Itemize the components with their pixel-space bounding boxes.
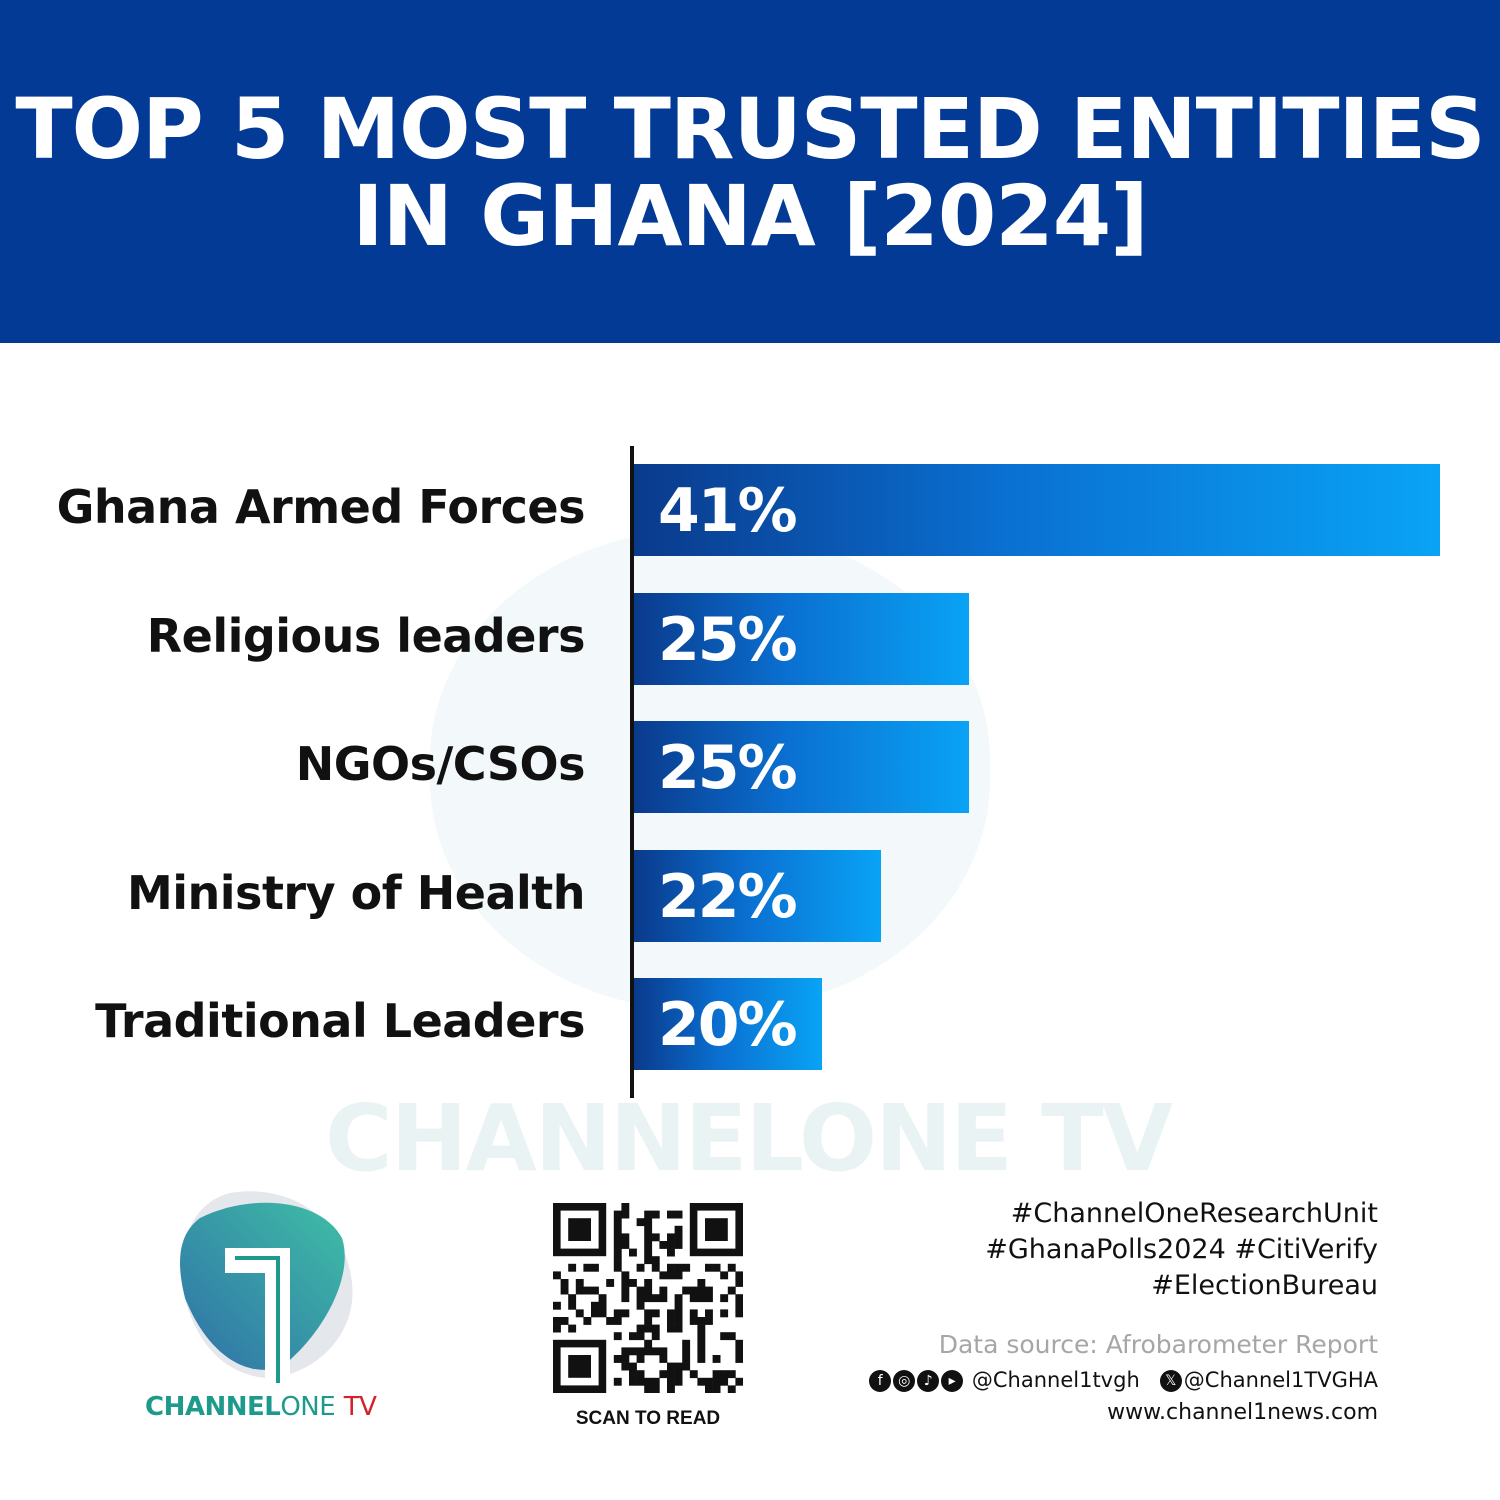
handle-2[interactable]: @Channel1TVGHA	[1183, 1368, 1378, 1392]
social-row: f ◎ ♪ ▸ @Channel1tvgh 𝕏 @Channel1TVGHA	[869, 1368, 1378, 1392]
qr-code[interactable]	[553, 1203, 743, 1393]
x-icon[interactable]: 𝕏	[1159, 1370, 1182, 1392]
bar: 20%	[634, 978, 823, 1070]
logo-channel: CHANNEL	[145, 1392, 281, 1422]
data-label: 25%	[658, 733, 798, 803]
hashtag-line-1: #ChannelOneResearchUnit	[1010, 1198, 1378, 1229]
logo-tv: TV	[343, 1392, 377, 1422]
facebook-icon[interactable]: f	[869, 1370, 892, 1392]
instagram-icon[interactable]: ◎	[893, 1370, 916, 1392]
bar: 41%	[634, 464, 1440, 556]
bar: 22%	[634, 849, 881, 942]
youtube-icon[interactable]: ▸	[941, 1370, 964, 1392]
channel-one-logo-icon	[180, 1191, 353, 1383]
bar: 25%	[634, 592, 970, 685]
y-axis-line	[630, 446, 634, 1098]
data-label: 22%	[658, 861, 798, 932]
channel-one-logo-text: CHANNELONE TV	[145, 1392, 377, 1422]
hashtag-line-3: #ElectionBureau	[1151, 1270, 1378, 1301]
logo-one: ONE	[280, 1392, 336, 1422]
category-label: Ghana Armed Forces	[56, 480, 586, 534]
category-label: NGOs/CSOs	[295, 737, 586, 791]
bar: 25%	[634, 721, 970, 813]
chart-title-line-1: TOP 5 MOST TRUSTED ENTITIES	[15, 80, 1485, 178]
qr-caption: SCAN TO READ	[575, 1408, 721, 1429]
chart-title-line-2: IN GHANA [2024]	[352, 167, 1148, 265]
category-label: Ministry of Health	[127, 865, 586, 920]
data-label: 41%	[658, 476, 798, 546]
website-link[interactable]: www.channel1news.com	[1107, 1400, 1378, 1425]
category-label: Religious leaders	[146, 608, 586, 663]
data-label: 25%	[658, 604, 798, 675]
data-label: 20%	[658, 990, 798, 1060]
watermark-text: CHANNELONE TV	[325, 1085, 1173, 1192]
data-source: Data source: Afrobarometer Report	[938, 1330, 1378, 1359]
tiktok-icon[interactable]: ♪	[917, 1370, 940, 1392]
hashtag-line-2: #GhanaPolls2024 #CitiVerify	[985, 1234, 1378, 1265]
header-banner: TOP 5 MOST TRUSTED ENTITIES IN GHANA [20…	[0, 0, 1500, 343]
handle-1[interactable]: @Channel1tvgh	[971, 1368, 1140, 1392]
category-label: Traditional Leaders	[95, 994, 585, 1048]
